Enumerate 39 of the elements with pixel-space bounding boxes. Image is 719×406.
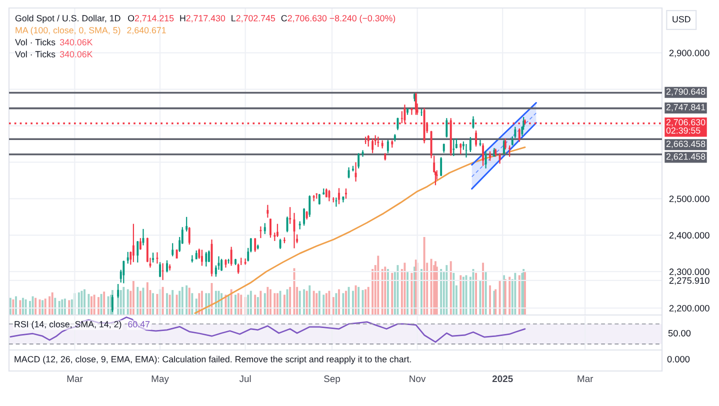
- x-tick-label: Mar: [67, 376, 83, 382]
- y-tick-label: 2,900.000: [669, 50, 710, 58]
- y-tick-label: 2,200.000: [669, 304, 710, 313]
- x-tick-label: May: [152, 376, 169, 384]
- annotation: 340.06K: [60, 51, 93, 58]
- x-tick-label: 2025: [492, 375, 513, 382]
- annotation: 2,717.430: [186, 15, 226, 22]
- annotation: Vol · Ticks: [15, 38, 56, 46]
- ref-line-label: 2,790.648: [666, 88, 706, 96]
- annotation: C: [281, 15, 287, 22]
- ref-line-label: 2,747.841: [666, 104, 706, 112]
- annotation: 340.06K: [60, 39, 93, 46]
- text: 0.000: [667, 356, 690, 362]
- y-tick-label: 2,400.000: [669, 232, 710, 240]
- annotation: 60.47: [128, 321, 150, 328]
- y-tick-label: 2,275.910: [669, 277, 710, 285]
- ref-line-label: 2,663.458: [666, 140, 706, 148]
- x-tick-label: Mar: [578, 376, 594, 382]
- chart-title: RSI (14, close, SMA, 14, 2): [14, 320, 122, 330]
- annotation: H: [180, 15, 186, 22]
- y-tick-label: 2,500.000: [669, 196, 710, 204]
- x-tick-label: Jul: [239, 375, 251, 382]
- annotation: Vol · Ticks: [15, 50, 56, 58]
- text: Gold Spot / U.S. Dollar, 1D: [15, 14, 120, 24]
- ref-line-label: 2,621.458: [666, 153, 706, 161]
- annotation: O: [128, 15, 134, 22]
- text: MACD (12, 26, close, 9, EMA, EMA): Calculation failed. Remove the script and reapply it to the chart.: [14, 356, 411, 364]
- annotation: 2,706.630 −8.240 (−0.30%): [288, 14, 396, 24]
- annotation: 2,640.671: [127, 27, 166, 34]
- annotation: 2,714.215: [134, 15, 174, 22]
- annotation: L: [232, 15, 236, 22]
- text: 50.00: [668, 330, 691, 336]
- ref-line-label: 2,706.630 02:39:55: [666, 119, 706, 134]
- text: MA (100, close, 0, SMA, 5): [16, 26, 120, 36]
- y-tick-label: 2,300.000: [669, 268, 710, 276]
- y-axis-title: USD: [672, 16, 690, 22]
- annotation: 2,702.745: [236, 15, 276, 22]
- x-tick-label: Sep: [324, 375, 340, 384]
- x-tick-label: Nov: [410, 376, 426, 382]
